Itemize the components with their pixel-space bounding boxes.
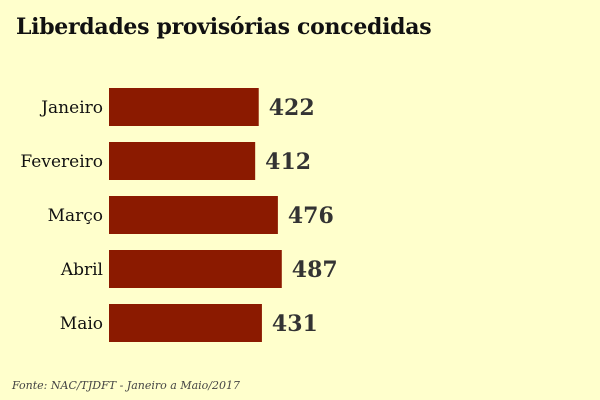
- category-label: Março: [48, 206, 103, 226]
- value-label: 431: [272, 311, 318, 337]
- chart-title: Liberdades provisórias concedidas: [16, 14, 432, 40]
- category-label: Fevereiro: [20, 152, 103, 172]
- bar: [109, 304, 262, 342]
- value-label: 412: [265, 149, 311, 175]
- bar: [109, 250, 282, 288]
- category-label: Maio: [60, 314, 103, 334]
- value-label: 476: [288, 203, 334, 229]
- bar: [109, 196, 278, 234]
- value-label: 487: [292, 257, 338, 283]
- bar: [109, 142, 256, 180]
- source-note: Fonte: NAC/TJDFT - Janeiro a Maio/2017: [12, 379, 240, 392]
- category-label: Janeiro: [39, 98, 103, 118]
- bar: [109, 88, 259, 126]
- value-label: 422: [269, 95, 315, 121]
- category-label: Abril: [60, 260, 103, 280]
